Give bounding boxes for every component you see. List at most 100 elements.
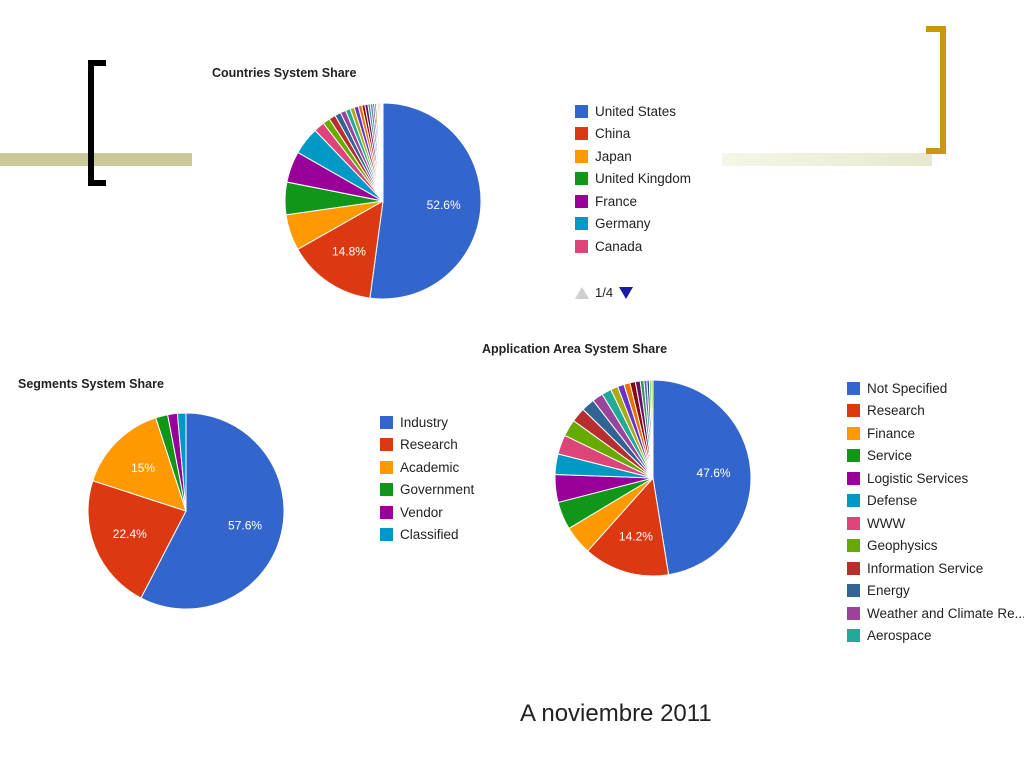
segments-legend-item[interactable]: Industry — [380, 411, 474, 434]
application-legend-label: Service — [867, 448, 913, 464]
application-legend: Not Specified Research Finance Service Logis… — [847, 377, 1024, 647]
application-legend-label: Logistic Services — [867, 470, 969, 486]
countries-slice-label-1: 14.8% — [332, 244, 366, 258]
application-legend-label: Weather and Climate Re... — [867, 605, 1024, 621]
segments-legend-item[interactable]: Vendor — [380, 501, 474, 524]
application-pie-chart: 47.6% 14.2% — [554, 379, 752, 577]
segments-slice-5[interactable] — [176, 412, 187, 512]
countries-legend-label: Japan — [595, 148, 632, 164]
countries-legend-label: France — [595, 193, 638, 209]
countries-legend-item[interactable]: Canada — [575, 235, 691, 258]
segments-legend-swatch — [380, 460, 393, 474]
segments-slice-label-0: 57.6% — [228, 518, 262, 532]
segments-legend-swatch — [380, 528, 393, 542]
application-slice-0[interactable] — [652, 379, 752, 576]
countries-chart-title: Countries System Share — [212, 66, 357, 80]
countries-legend-item[interactable]: Japan — [575, 145, 691, 168]
application-legend-item[interactable]: Finance — [847, 422, 1024, 445]
application-legend-item[interactable]: Aerospace — [847, 625, 1024, 648]
countries-legend-item[interactable]: China — [575, 123, 691, 146]
application-legend-swatch — [847, 471, 860, 485]
segments-slice-0[interactable] — [140, 412, 285, 610]
application-legend-item[interactable]: WWW — [847, 512, 1024, 535]
segments-legend-label: Government — [400, 482, 475, 498]
page-up-icon[interactable] — [575, 286, 589, 299]
application-legend-item[interactable]: Service — [847, 445, 1024, 468]
application-legend-swatch — [847, 404, 860, 418]
countries-slice-label-0: 52.6% — [427, 198, 461, 212]
application-legend-swatch — [847, 561, 860, 575]
application-legend-item[interactable]: Energy — [847, 580, 1024, 603]
application-legend-label: Not Specified — [867, 380, 948, 396]
countries-legend: United States China Japan United Kingdom Fra… — [575, 100, 691, 258]
segments-legend-label: Academic — [400, 459, 460, 475]
countries-legend-item[interactable]: Germany — [575, 213, 691, 236]
segments-legend-item[interactable]: Classified — [380, 524, 474, 547]
segments-legend-label: Classified — [400, 527, 459, 543]
application-legend-swatch — [847, 449, 860, 463]
segments-slice-2[interactable] — [92, 417, 187, 512]
application-chart-title: Application Area System Share — [482, 342, 668, 356]
countries-legend-item[interactable]: United States — [575, 100, 691, 123]
segments-legend-swatch — [380, 415, 393, 429]
application-legend-swatch — [847, 606, 860, 620]
decor-bar-right — [722, 153, 932, 166]
segments-legend-label: Research — [400, 437, 458, 453]
countries-slice-27[interactable] — [381, 102, 384, 202]
countries-slice-0[interactable] — [369, 102, 482, 300]
segments-legend-label: Vendor — [400, 504, 443, 520]
application-legend-swatch — [847, 426, 860, 440]
segments-slice-label-1: 22.4% — [113, 527, 147, 541]
application-slice-1[interactable] — [586, 476, 670, 577]
application-legend-item[interactable]: Not Specified — [847, 377, 1024, 400]
application-legend-label: Defense — [867, 493, 918, 509]
segments-legend-swatch — [380, 505, 393, 519]
application-legend-label: Information Service — [867, 560, 984, 576]
countries-legend-swatch — [575, 172, 588, 186]
application-legend-swatch — [847, 629, 860, 643]
page-down-icon[interactable] — [619, 286, 634, 299]
countries-legend-swatch — [575, 239, 588, 253]
segments-slice-1[interactable] — [87, 480, 187, 599]
countries-legend-item[interactable]: United Kingdom — [575, 168, 691, 191]
application-legend-swatch — [847, 516, 860, 530]
countries-slice-1[interactable] — [297, 200, 384, 299]
countries-pie-chart: 52.6% 14.8% — [284, 102, 482, 300]
application-legend-swatch — [847, 539, 860, 553]
application-legend-item[interactable]: Defense — [847, 490, 1024, 513]
countries-legend-swatch — [575, 149, 588, 163]
segments-legend-item[interactable]: Academic — [380, 456, 474, 479]
application-legend-item[interactable]: Logistic Services — [847, 467, 1024, 490]
application-legend-item[interactable]: Information Service — [847, 557, 1024, 580]
countries-legend-swatch — [575, 217, 588, 231]
countries-legend-label: China — [595, 126, 631, 142]
application-legend-label: WWW — [867, 515, 906, 531]
countries-legend-label: United Kingdom — [595, 171, 692, 187]
application-legend-swatch — [847, 381, 860, 395]
application-legend-swatch — [847, 584, 860, 598]
segments-legend-label: Industry — [400, 414, 449, 430]
decor-bracket-left — [88, 60, 106, 186]
application-legend-label: Finance — [867, 425, 916, 441]
application-legend-label: Energy — [867, 583, 910, 599]
segments-slice-label-2: 15% — [131, 461, 155, 475]
application-legend-item[interactable]: Weather and Climate Re... — [847, 602, 1024, 625]
pager-label: 1/4 — [595, 285, 614, 300]
application-slice-21[interactable] — [650, 379, 654, 479]
countries-legend-label: Canada — [595, 238, 643, 254]
application-legend-item[interactable]: Geophysics — [847, 535, 1024, 558]
application-legend-label: Research — [867, 403, 925, 419]
segments-legend-item[interactable]: Research — [380, 434, 474, 457]
application-legend-swatch — [847, 494, 860, 508]
decor-bar-left — [0, 153, 192, 166]
countries-legend-label: Germany — [595, 216, 651, 232]
countries-legend-item[interactable]: France — [575, 190, 691, 213]
countries-legend-swatch — [575, 194, 588, 208]
segments-legend-item[interactable]: Government — [380, 479, 474, 502]
segments-legend: Industry Research Academic Government Vendor… — [380, 411, 474, 546]
segments-chart-title: Segments System Share — [18, 377, 164, 391]
segments-legend-swatch — [380, 483, 393, 497]
legend-pager: 1/4 — [575, 285, 634, 300]
application-legend-item[interactable]: Research — [847, 400, 1024, 423]
application-legend-label: Aerospace — [867, 628, 932, 644]
